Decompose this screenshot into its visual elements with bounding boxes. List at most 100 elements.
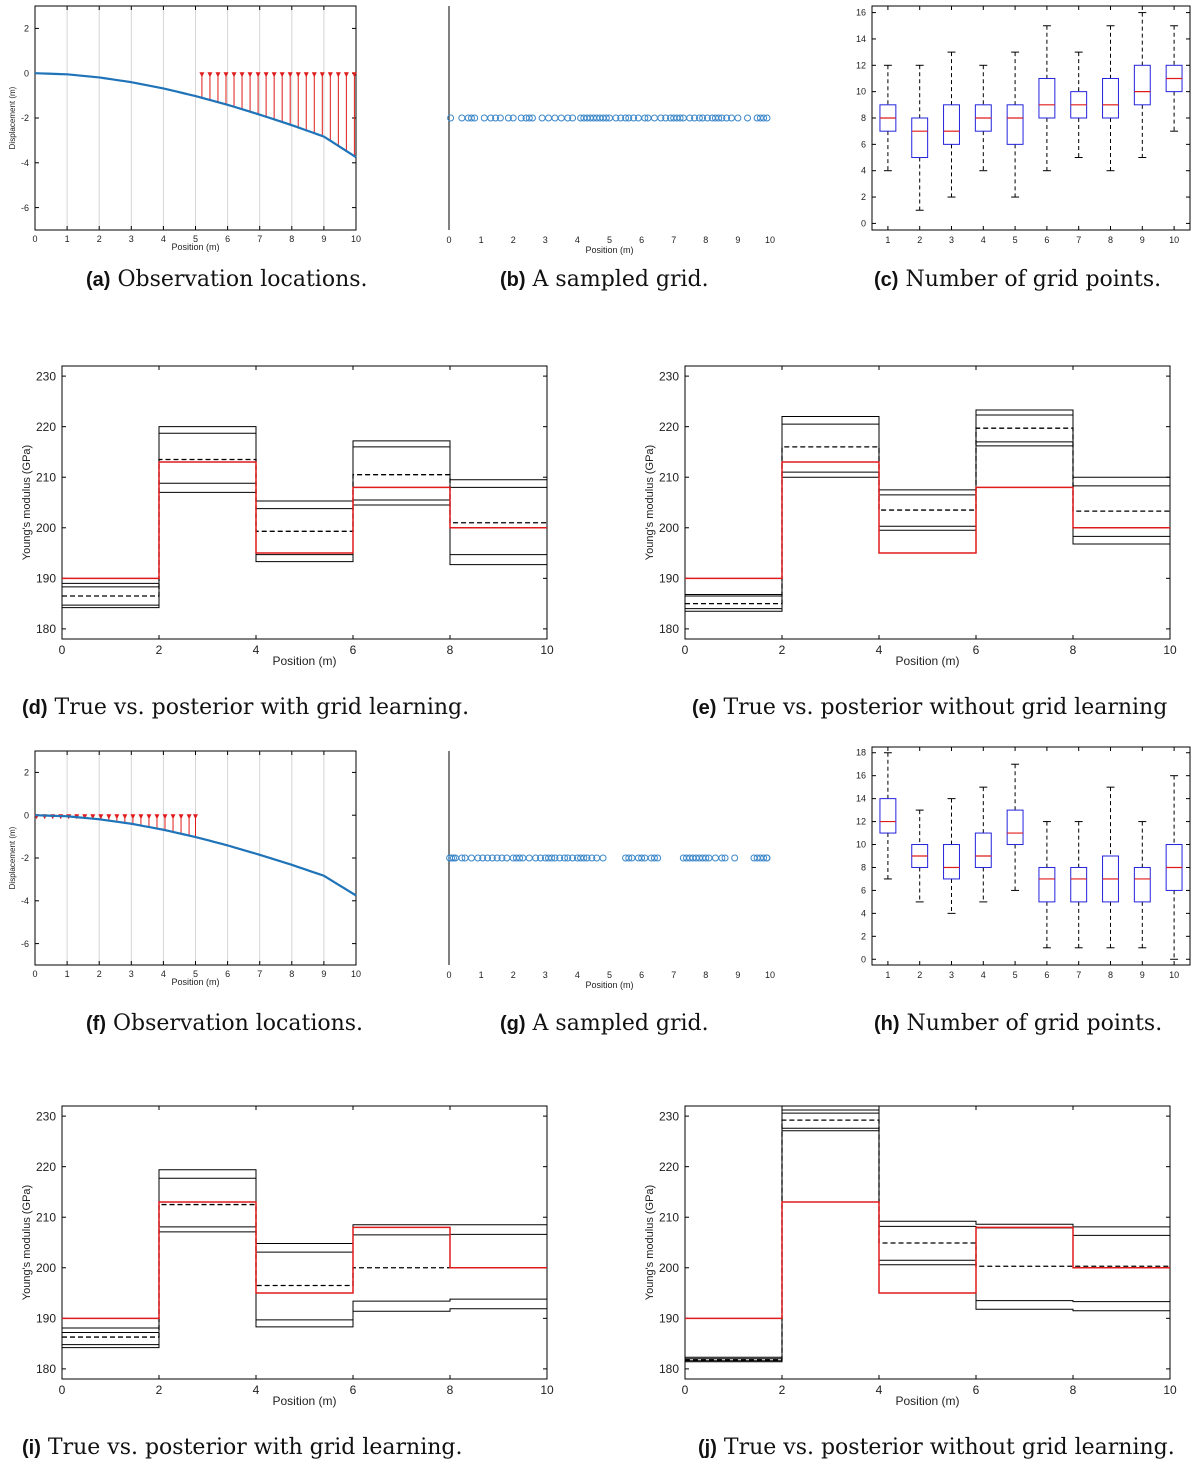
grid-point	[734, 114, 742, 122]
posterior-mean-line	[62, 1203, 547, 1338]
y-tick-label: 180	[659, 622, 679, 636]
y-axis-label: Young's modulus (GPa)	[644, 445, 656, 560]
box	[943, 844, 960, 880]
y-tick-label: 16	[856, 771, 866, 781]
x-tick-label: 10	[765, 970, 775, 980]
x-tick-label: 7	[257, 969, 262, 979]
grid-point	[638, 854, 646, 862]
observation-marker	[351, 72, 357, 78]
y-tick-label: 2	[861, 931, 866, 941]
grid-point	[763, 114, 771, 122]
grid-point	[650, 114, 658, 122]
grid-point	[561, 854, 569, 862]
x-tick-label: 6	[973, 1383, 980, 1397]
x-tick-label: 2	[779, 643, 786, 657]
grid-point	[488, 854, 496, 862]
grid-point	[447, 114, 455, 122]
observation-marker	[154, 814, 160, 820]
grid-point	[498, 854, 506, 862]
box	[1006, 809, 1024, 846]
posterior-mean-line	[685, 427, 1170, 605]
y-tick-label: -6	[21, 203, 29, 213]
grid-point	[467, 114, 475, 122]
x-tick-label: 2	[779, 1383, 786, 1397]
caption-e: (e) True vs. posterior without grid lear…	[692, 695, 1168, 720]
x-tick-label: 5	[607, 970, 612, 980]
observation-marker	[146, 814, 152, 820]
x-tick-label: 8	[447, 1383, 454, 1397]
beam-deflection-line	[34, 72, 357, 159]
chart-f: -6 -4 -2 0 2 0 1 2 3 4 5 6 7 8 9 10 Position (m) Displace…	[8, 750, 361, 987]
true-modulus-line	[685, 461, 1170, 580]
x-tick-label: 4	[981, 970, 986, 980]
grid-point	[756, 114, 764, 122]
observation-marker	[138, 814, 144, 820]
grid-point	[480, 114, 488, 122]
observation-marker	[106, 814, 112, 820]
x-tick-label: 5	[1013, 235, 1018, 245]
true-modulus-line	[62, 1201, 547, 1320]
grid-point	[557, 114, 565, 122]
y-tick-label: 220	[659, 420, 679, 434]
x-tick-label: 4	[161, 969, 166, 979]
x-tick-label: 4	[161, 234, 166, 244]
observation-marker	[335, 72, 341, 78]
chart-g: 0 1 2 3 4 5 6 7 8 9 10 Position (m)	[446, 751, 775, 990]
x-tick-label: 6	[350, 643, 357, 657]
caption-d: (d) True vs. posterior with grid learnin…	[22, 695, 470, 720]
x-tick-label: 8	[703, 970, 708, 980]
x-tick-label: 3	[949, 970, 954, 980]
x-tick-label: 0	[59, 643, 66, 657]
x-tick-label: 8	[1108, 970, 1113, 980]
x-tick-label: 10	[1163, 643, 1177, 657]
y-axis-label: Displacement (m)	[8, 826, 17, 889]
chart-d: 180 190 200 210 220 230 0 2 4 6 8 10 Position (m) You…	[21, 365, 554, 668]
chart-e: 180 190 200 210 220 230 0 2 4 6 8 10 Position (m) You…	[644, 365, 1177, 668]
y-tick-label: 220	[36, 420, 56, 434]
y-tick-label: 12	[856, 817, 866, 827]
grid-point	[588, 854, 596, 862]
y-axis-label: Young's modulus (GPa)	[21, 1185, 33, 1300]
box	[1133, 64, 1151, 106]
observation-marker	[90, 814, 96, 820]
y-axis-label: Displacement (m)	[8, 86, 17, 149]
x-tick-label: 9	[1140, 970, 1145, 980]
y-tick-label: 210	[36, 470, 56, 484]
observation-marker	[319, 72, 325, 78]
grid-point	[517, 114, 525, 122]
grid-point	[458, 114, 466, 122]
grid-point	[487, 114, 495, 122]
observation-marker	[231, 72, 237, 78]
y-tick-label: 210	[36, 1210, 56, 1224]
y-tick-label: 220	[659, 1160, 679, 1174]
true-modulus-line	[685, 1201, 1170, 1320]
caption-i: (i) True vs. posterior with grid learnin…	[22, 1435, 463, 1460]
x-tick-label: 10	[765, 235, 775, 245]
x-tick-label: 2	[917, 970, 922, 980]
x-tick-label: 7	[257, 234, 262, 244]
x-tick-label: 3	[129, 234, 134, 244]
y-tick-label: 16	[856, 8, 866, 18]
x-tick-label: 6	[639, 235, 644, 245]
y-tick-label: 14	[856, 34, 866, 44]
x-tick-label: 4	[253, 643, 260, 657]
observation-marker	[303, 72, 309, 78]
x-axis-label: Position (m)	[171, 242, 219, 252]
grid-point	[763, 854, 771, 862]
y-tick-label: 200	[36, 1261, 56, 1275]
observation-marker	[114, 814, 120, 820]
x-tick-label: 0	[32, 969, 37, 979]
x-tick-label: 1	[65, 234, 70, 244]
y-tick-label: 200	[36, 521, 56, 535]
grid-point	[536, 854, 544, 862]
grid-point	[695, 114, 703, 122]
box	[1038, 866, 1056, 903]
x-tick-label: 7	[671, 970, 676, 980]
y-tick-label: 210	[659, 1210, 679, 1224]
x-tick-label: 10	[540, 643, 554, 657]
observation-marker	[178, 814, 184, 820]
y-tick-label: 4	[861, 908, 866, 918]
x-tick-label: 1	[885, 235, 890, 245]
grid-point	[760, 854, 768, 862]
x-tick-label: 5	[607, 235, 612, 245]
